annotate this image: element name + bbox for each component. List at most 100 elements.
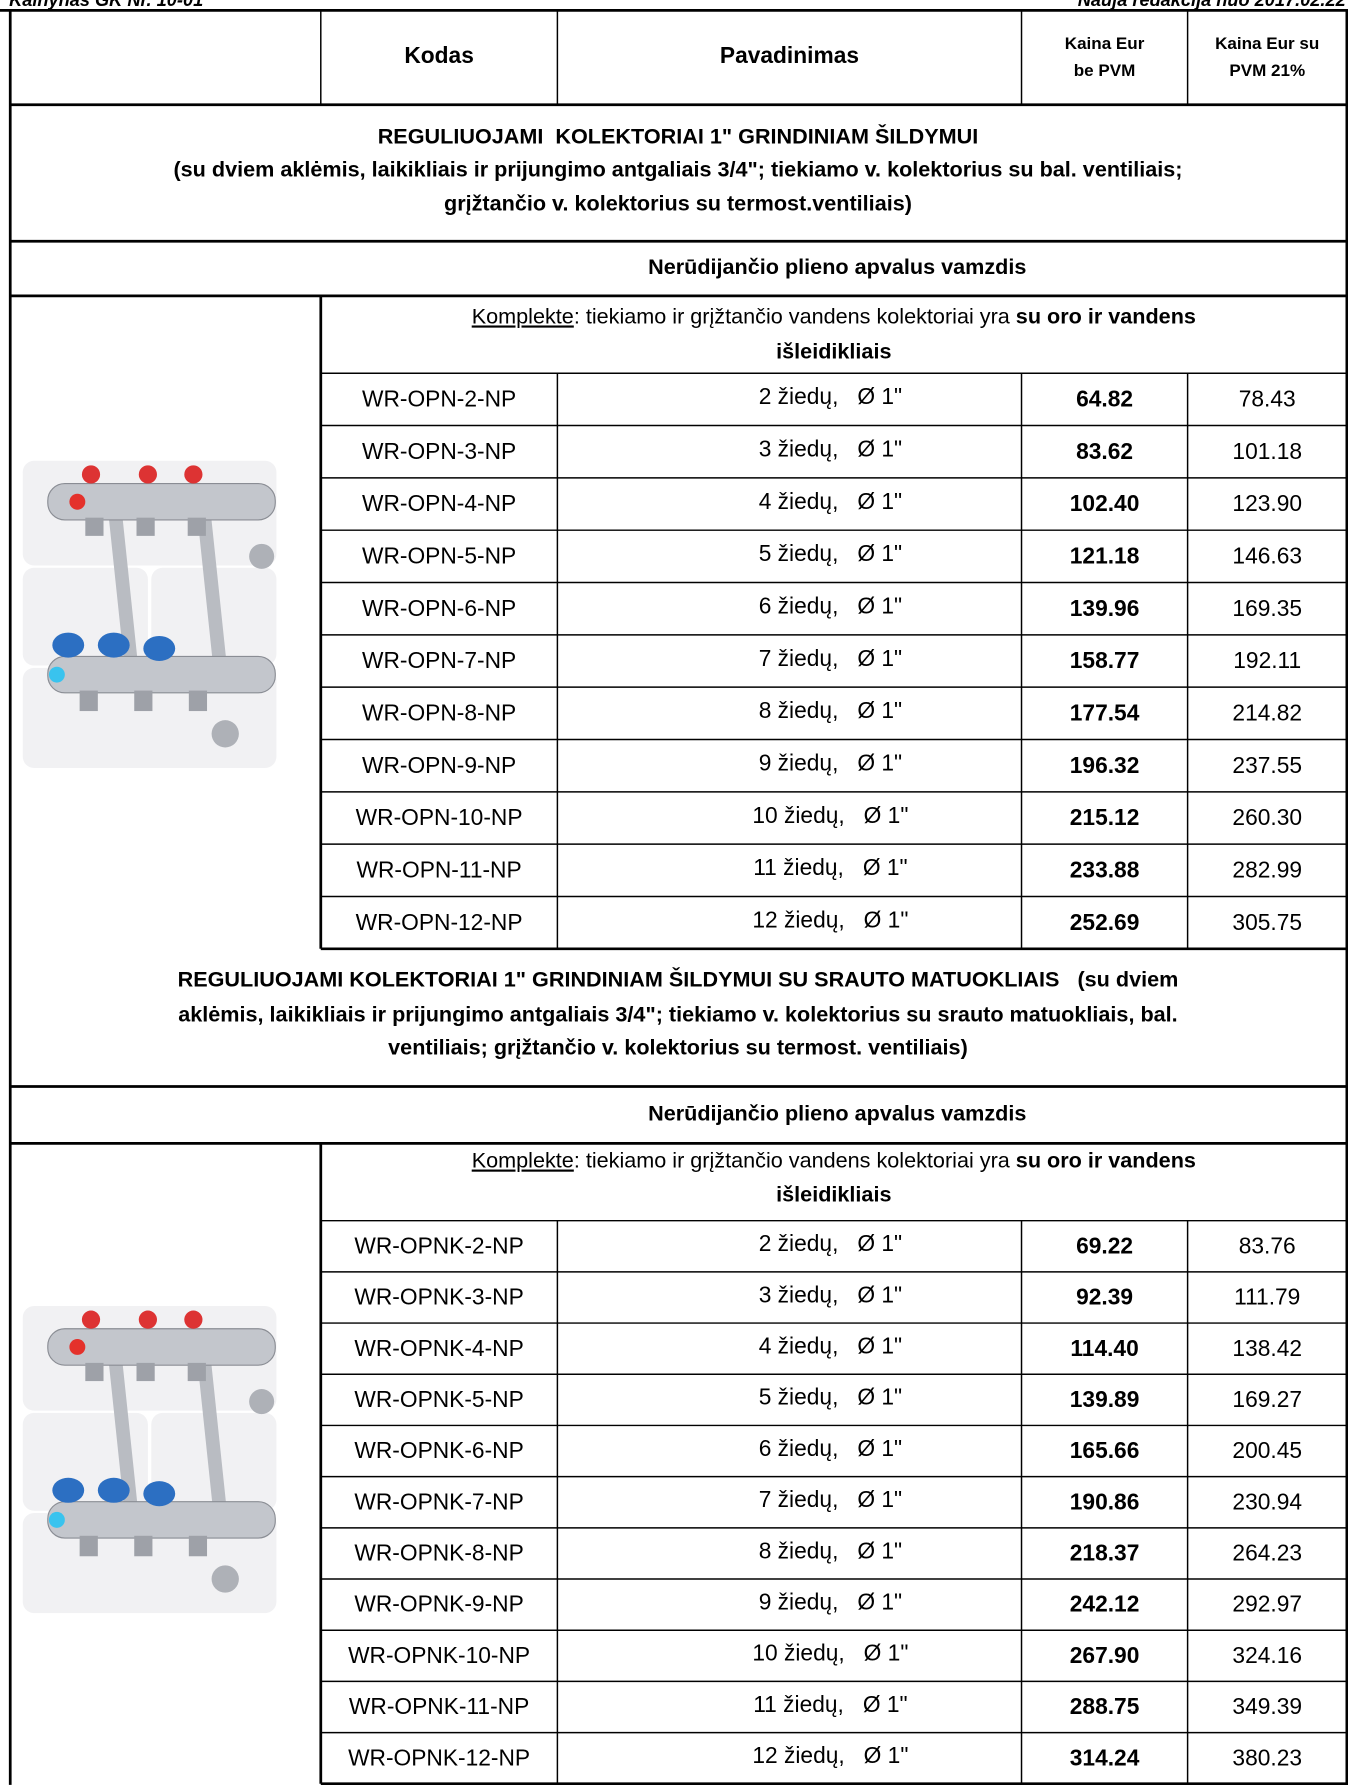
product-code: WR-OPNK-12-NP xyxy=(348,1744,530,1770)
kit-bold: išleidikliais xyxy=(776,338,891,363)
section-subtitle: Nerūdijančio plieno apvalus vamzdis xyxy=(648,254,1026,279)
col-name: Pavadinimas xyxy=(720,42,859,68)
price: 314.24 xyxy=(1070,1744,1140,1770)
price: 64.82 xyxy=(1076,386,1133,412)
product-code: WR-OPNK-6-NP xyxy=(354,1437,523,1463)
price: 177.54 xyxy=(1070,699,1140,725)
product-name: 3 žiedų, Ø 1" xyxy=(759,436,902,462)
product-name: 2 žiedų, Ø 1" xyxy=(759,1230,902,1256)
price-vat: 349.39 xyxy=(1232,1693,1302,1719)
price-vat: 237.55 xyxy=(1232,752,1302,778)
product-code: WR-OPN-4-NP xyxy=(362,490,516,516)
product-name: 7 žiedų, Ø 1" xyxy=(759,1486,902,1512)
product-name: 10 žiedų, Ø 1" xyxy=(752,1640,908,1666)
section-title: grįžtančio v. kolektorius su termost.ven… xyxy=(444,191,912,216)
price-vat: 169.27 xyxy=(1232,1386,1302,1412)
product-name: 11 žiedų, Ø 1" xyxy=(753,1691,907,1717)
product-name: 11 žiedų, Ø 1" xyxy=(753,854,907,880)
product-code: WR-OPN-12-NP xyxy=(356,909,523,935)
price: 196.32 xyxy=(1070,752,1140,778)
col-code: Kodas xyxy=(404,42,474,68)
price-vat: 214.82 xyxy=(1232,699,1302,725)
col-price-vat: Kaina Eur su xyxy=(1215,34,1319,53)
product-code: WR-OPNK-4-NP xyxy=(354,1335,523,1361)
price: 252.69 xyxy=(1070,909,1140,935)
product-name: 8 žiedų, Ø 1" xyxy=(759,1537,902,1563)
price-vat: 230.94 xyxy=(1232,1488,1302,1514)
kit-bold: su oro ir vandens xyxy=(1016,1147,1196,1172)
price-vat: 192.11 xyxy=(1233,647,1301,673)
section-title: REGULIUOJAMI KOLEKTORIAI 1" GRINDINIAM Š… xyxy=(178,966,1179,991)
doc-header-left: Kainynas GK Nr. 10-01 xyxy=(9,0,203,10)
product-name: 3 žiedų, Ø 1" xyxy=(759,1281,902,1307)
product-code: WR-OPNK-7-NP xyxy=(354,1488,523,1514)
kit-note: Komplekte: tiekiamo ir grįžtančio vanden… xyxy=(472,303,1196,328)
kit-text: : tiekiamo ir grįžtančio vandens kolekto… xyxy=(574,1147,1016,1172)
product-name: 8 žiedų, Ø 1" xyxy=(759,697,902,723)
product-name: 9 žiedų, Ø 1" xyxy=(759,750,902,776)
product-image xyxy=(22,460,277,768)
kit-note: Komplekte: tiekiamo ir grįžtančio vanden… xyxy=(472,1147,1196,1172)
price: 83.62 xyxy=(1076,438,1133,464)
price: 121.18 xyxy=(1070,543,1140,569)
product-name: 5 žiedų, Ø 1" xyxy=(759,540,902,566)
price-vat: 305.75 xyxy=(1232,909,1302,935)
product-code: WR-OPN-5-NP xyxy=(362,543,516,569)
product-name: 5 žiedų, Ø 1" xyxy=(759,1384,902,1410)
price-vat: 123.90 xyxy=(1232,490,1302,516)
price-vat: 138.42 xyxy=(1232,1335,1302,1361)
product-code: WR-OPN-10-NP xyxy=(356,804,523,830)
price: 215.12 xyxy=(1070,804,1140,830)
kit-label: Komplekte xyxy=(472,303,574,328)
col-price-vat: PVM 21% xyxy=(1229,61,1305,80)
section-title: REGULIUOJAMI KOLEKTORIAI 1" GRINDINIAM Š… xyxy=(378,123,979,148)
section-title: aklėmis, laikikliais ir prijungimo antga… xyxy=(178,1002,1177,1027)
product-code: WR-OPNK-3-NP xyxy=(354,1284,523,1310)
product-code: WR-OPNK-8-NP xyxy=(354,1540,523,1566)
price: 139.89 xyxy=(1070,1386,1140,1412)
section-subtitle: Nerūdijančio plieno apvalus vamzdis xyxy=(648,1101,1026,1126)
price-vat: 380.23 xyxy=(1232,1744,1302,1770)
price-vat: 282.99 xyxy=(1232,856,1302,882)
price: 288.75 xyxy=(1070,1693,1140,1719)
price: 92.39 xyxy=(1076,1284,1133,1310)
product-code: WR-OPN-2-NP xyxy=(362,386,516,412)
kit-bold: išleidikliais xyxy=(776,1181,891,1206)
product-name: 7 žiedų, Ø 1" xyxy=(759,645,902,671)
price: 267.90 xyxy=(1070,1642,1140,1668)
product-name: 10 žiedų, Ø 1" xyxy=(752,802,908,828)
price: 165.66 xyxy=(1070,1437,1140,1463)
price-vat: 200.45 xyxy=(1232,1437,1302,1463)
product-name: 6 žiedų, Ø 1" xyxy=(759,593,902,619)
price: 218.37 xyxy=(1070,1540,1140,1566)
product-name: 4 žiedų, Ø 1" xyxy=(759,488,902,514)
price-vat: 78.43 xyxy=(1239,386,1296,412)
price-vat: 324.16 xyxy=(1232,1642,1302,1668)
price: 233.88 xyxy=(1070,856,1140,882)
price: 158.77 xyxy=(1070,647,1140,673)
price: 102.40 xyxy=(1070,490,1140,516)
col-price: Kaina Eur xyxy=(1065,34,1145,53)
price-vat: 83.76 xyxy=(1239,1232,1296,1258)
price: 139.96 xyxy=(1070,595,1140,621)
doc-header-right: Nauja redakcija nuo 2017.02.22 xyxy=(1078,0,1346,10)
price-vat: 292.97 xyxy=(1232,1591,1302,1617)
section-title: (su dviem aklėmis, laikikliais ir prijun… xyxy=(173,156,1182,181)
price-vat: 260.30 xyxy=(1232,804,1302,830)
price-vat: 169.35 xyxy=(1232,595,1302,621)
price: 69.22 xyxy=(1076,1232,1133,1258)
kit-label: Komplekte xyxy=(472,1147,574,1172)
kit-bold: su oro ir vandens xyxy=(1016,303,1196,328)
section-title: ventiliais; grįžtančio v. kolektorius su… xyxy=(388,1035,968,1060)
product-code: WR-OPNK-10-NP xyxy=(348,1642,530,1668)
product-code: WR-OPN-3-NP xyxy=(362,438,516,464)
price-vat: 264.23 xyxy=(1232,1540,1302,1566)
product-name: 12 žiedų, Ø 1" xyxy=(752,1742,908,1768)
product-code: WR-OPN-7-NP xyxy=(362,647,516,673)
product-name: 12 žiedų, Ø 1" xyxy=(752,907,908,933)
product-code: WR-OPNK-2-NP xyxy=(354,1232,523,1258)
col-price: be PVM xyxy=(1074,61,1136,80)
product-code: WR-OPN-8-NP xyxy=(362,699,516,725)
